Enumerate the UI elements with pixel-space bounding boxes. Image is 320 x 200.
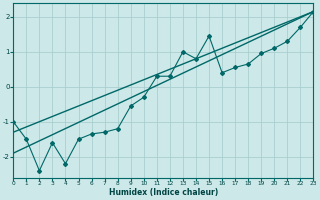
X-axis label: Humidex (Indice chaleur): Humidex (Indice chaleur) — [109, 188, 218, 197]
